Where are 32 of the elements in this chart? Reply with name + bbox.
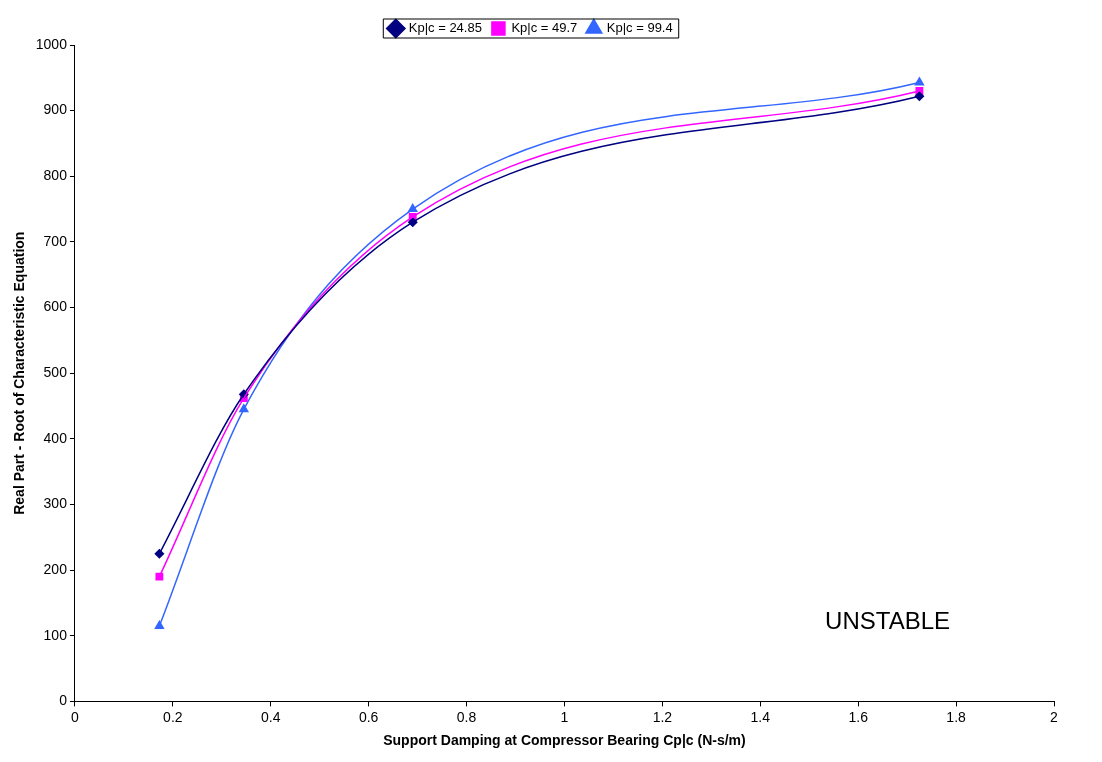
y-tick-label: 800 <box>43 167 68 184</box>
x-tick-label: 1.4 <box>750 708 771 725</box>
y-tick-label: 500 <box>43 364 68 381</box>
y-tick-label: 0 <box>59 692 68 709</box>
y-tick-label: 1000 <box>35 35 68 52</box>
point <box>155 572 164 581</box>
point <box>914 91 925 101</box>
y-tick-label: 400 <box>43 429 68 446</box>
annotation: UNSTABLE <box>825 607 951 635</box>
y-tick-label: 900 <box>43 101 68 118</box>
x-tick-label: 0.4 <box>261 708 281 725</box>
y-tick-label: 200 <box>43 560 68 577</box>
point <box>154 620 165 629</box>
x-axis-title: Support Damping at Compressor Bearing Cp|c (N-s/m) <box>383 732 746 749</box>
legend-label: Kp|c = 99.4 <box>606 20 673 36</box>
x-tick-label: 0.2 <box>163 708 183 725</box>
x-tick-label: 1.6 <box>848 708 869 725</box>
y-axis-title: Real Part - Root of Characteristic Equation <box>11 231 28 515</box>
legend-label: Kp|c = 24.85 <box>408 20 482 36</box>
x-tick-label: 1 <box>560 708 569 725</box>
legend-label: Kp|c = 49.7 <box>511 20 578 36</box>
y-tick-label: 700 <box>43 232 68 249</box>
x-tick-label: 0.6 <box>358 708 379 725</box>
x-tick-label: 0 <box>71 708 80 725</box>
x-tick-label: 2 <box>1050 708 1059 725</box>
x-tick-label: 0.8 <box>456 708 477 725</box>
y-tick-label: 600 <box>43 298 68 315</box>
x-tick-label: 1.8 <box>946 708 967 725</box>
x-tick-label: 1.2 <box>652 708 673 725</box>
y-tick-label: 300 <box>43 495 68 512</box>
point <box>154 548 165 559</box>
y-tick-label: 100 <box>43 626 68 643</box>
